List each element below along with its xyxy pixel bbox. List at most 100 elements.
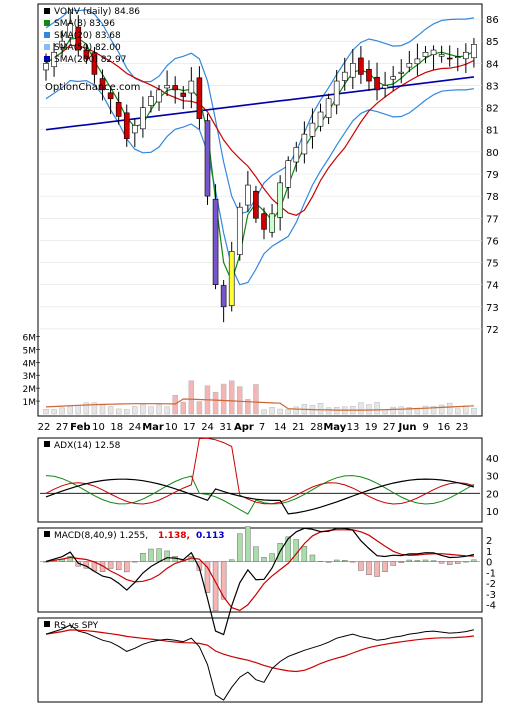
candle-body: [325, 98, 332, 118]
legend-swatch: [44, 20, 50, 26]
candle-body: [422, 51, 429, 57]
rs-legend-label: RS vs SPY: [54, 621, 99, 631]
x-tick-label: 18: [110, 422, 123, 433]
x-tick-label: 21: [292, 422, 305, 433]
price-y-tick-label: 73: [486, 303, 499, 314]
macd-y-tick-label: -3: [486, 590, 496, 601]
candle-body: [471, 43, 477, 59]
candle-body: [43, 63, 49, 71]
price-y-tick-label: 72: [486, 325, 499, 336]
volume-bar: [237, 386, 243, 415]
candle-body: [269, 213, 275, 233]
x-tick-label: 13: [347, 422, 360, 433]
candlesticks: [43, 11, 477, 323]
candle-body: [253, 190, 259, 219]
macd-histogram-bar: [382, 561, 388, 572]
x-tick-label: Apr: [234, 422, 254, 433]
volume-bar: [398, 406, 404, 415]
adx-y-tick-label: 40: [486, 454, 499, 465]
price-y-tick-label: 85: [486, 37, 499, 48]
x-tick-label: 28: [310, 422, 323, 433]
price-y-tick-label: 74: [486, 281, 499, 292]
candle-body: [414, 58, 421, 65]
volume-bar: [59, 407, 65, 415]
legend-label: SMA(200) 82.97: [54, 55, 126, 65]
candle-body: [164, 85, 170, 89]
price-gridlines: [40, 18, 482, 330]
volume-bar: [366, 404, 372, 415]
volume-bar: [374, 402, 380, 415]
volume-bar: [148, 406, 154, 415]
macd-histogram-bar: [237, 533, 243, 562]
candle-body: [333, 80, 340, 106]
macd-hist-value: 0.113: [196, 531, 224, 541]
volume-bar: [285, 409, 291, 415]
macd-histogram-bar: [374, 561, 380, 577]
macd-histogram-bar: [164, 550, 170, 562]
volume-bar: [220, 383, 227, 415]
macd-histogram-bar: [269, 553, 275, 562]
volume-bar: [293, 406, 299, 415]
candle-body: [196, 77, 203, 119]
x-tick-label: Mar: [142, 422, 164, 433]
candle-body: [123, 112, 130, 139]
price-indicator-lines: [45, 9, 475, 286]
volume-bar: [43, 409, 49, 415]
volume-bar: [180, 401, 186, 415]
volume-y-tick-label: 3M: [23, 372, 37, 382]
volume-bar: [164, 406, 170, 415]
candle-body: [99, 78, 106, 91]
volume-y-tick-label: 4M: [23, 359, 37, 369]
macd-histogram-bar: [140, 553, 146, 562]
adx-plus-di-line: [45, 475, 475, 515]
macd-histogram-bar: [156, 548, 162, 562]
macd-histogram-bar: [390, 561, 396, 566]
volume-bar: [212, 391, 219, 415]
adx-lines: [40, 437, 480, 515]
candle-body: [285, 160, 292, 188]
macd-histogram-bar: [366, 561, 372, 576]
macd-histogram-bar: [301, 545, 308, 562]
macd-legend: MACD(8,40,9) 1.255, 1.138, 0.113: [44, 531, 224, 541]
volume-bar: [430, 405, 437, 415]
candle-body: [463, 51, 469, 60]
volume-bar: [156, 404, 162, 415]
rs-line: [45, 624, 475, 701]
x-tick-label: 10: [92, 422, 105, 433]
candle-body: [430, 49, 437, 56]
price-y-tick-label: 82: [486, 104, 499, 115]
candle-body: [204, 120, 211, 197]
watermark: OptionChance.com: [45, 82, 140, 93]
x-tick-label: May: [323, 422, 346, 433]
volume-bar: [229, 380, 235, 415]
macd-signal-line: [45, 529, 474, 612]
adx-line: [45, 478, 475, 515]
candle-body: [301, 133, 308, 155]
candle-body: [91, 52, 98, 75]
candle-body: [277, 182, 283, 218]
volume-bar: [277, 408, 283, 415]
bollinger-upper-line: [45, 9, 475, 215]
candle-body: [382, 85, 388, 89]
adx-y-tick-label: 30: [486, 472, 499, 483]
candle-body: [398, 71, 405, 74]
x-tick-label: 7: [259, 422, 265, 433]
volume-bar: [325, 407, 332, 415]
rs-legend-swatch: [44, 621, 50, 627]
x-tick-label: 17: [183, 422, 196, 433]
candle-body: [317, 111, 324, 127]
legend-label: SMA(20) 83.68: [54, 31, 121, 41]
candle-body: [83, 49, 90, 60]
rs-panel-frame: [37, 617, 483, 703]
macd-line: [45, 527, 475, 636]
volume-bar: [471, 407, 477, 415]
candle-body: [245, 184, 251, 206]
candle-body: [148, 96, 154, 106]
candle-body: [309, 122, 316, 137]
candle-body: [350, 63, 356, 78]
x-tick-label: 16: [437, 422, 450, 433]
legend-swatch: [44, 44, 50, 50]
macd-histogram-bar: [358, 561, 364, 571]
